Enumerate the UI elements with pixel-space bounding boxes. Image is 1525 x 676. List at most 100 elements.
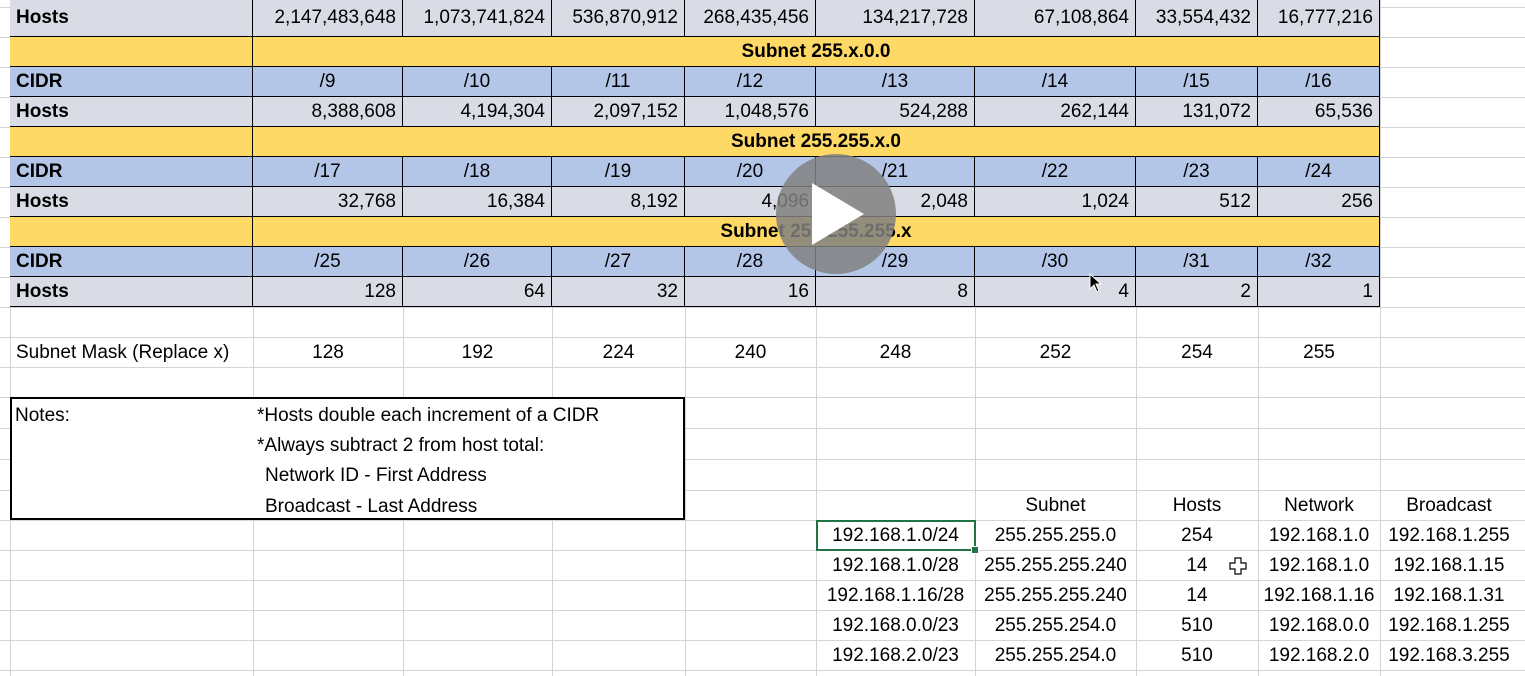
hosts-cell[interactable]: 4 bbox=[975, 277, 1136, 307]
hosts-cell[interactable]: 512 bbox=[1136, 187, 1258, 217]
fill-handle[interactable] bbox=[971, 546, 979, 554]
example-cell[interactable]: 192.168.0.0 bbox=[1268, 614, 1370, 636]
subnet-banner[interactable]: Subnet 255.x.0.0 bbox=[253, 37, 1380, 67]
example-cell[interactable]: 192.168.2.0/23 bbox=[832, 644, 959, 666]
example-cell[interactable]: 192.168.2.0 bbox=[1268, 644, 1370, 666]
example-cell[interactable]: 255.255.255.0 bbox=[994, 524, 1117, 546]
example-header[interactable]: Subnet bbox=[1025, 494, 1086, 516]
example-cell[interactable]: 192.168.3.255 bbox=[1388, 644, 1510, 666]
hosts-cell[interactable]: 2,097,152 bbox=[552, 97, 685, 127]
cidr-cell[interactable]: /15 bbox=[1136, 67, 1258, 97]
cidr-cell[interactable]: /31 bbox=[1136, 247, 1258, 277]
cidr-cell[interactable]: /9 bbox=[253, 67, 403, 97]
row-label-cidr[interactable]: CIDR bbox=[10, 247, 253, 277]
subnet-banner-blank[interactable] bbox=[10, 127, 253, 157]
example-header[interactable]: Broadcast bbox=[1406, 494, 1492, 516]
hosts-cell[interactable]: 16,384 bbox=[403, 187, 552, 217]
example-cell[interactable]: 255.255.254.0 bbox=[994, 614, 1117, 636]
hosts-cell[interactable]: 128 bbox=[253, 277, 403, 307]
example-cell[interactable]: 192.168.1.255 bbox=[1388, 614, 1510, 636]
example-cell[interactable]: 192.168.1.15 bbox=[1393, 554, 1505, 576]
example-cell[interactable]: 192.168.1.0/24 bbox=[832, 524, 959, 546]
example-cell[interactable]: 14 bbox=[1186, 554, 1208, 576]
example-cell[interactable]: 510 bbox=[1181, 644, 1213, 666]
hosts-cell[interactable]: 67,108,864 bbox=[975, 0, 1136, 37]
subnet-mask-value[interactable]: 192 bbox=[461, 341, 494, 363]
subnet-mask-value[interactable]: 248 bbox=[879, 341, 912, 363]
hosts-cell[interactable]: 1,073,741,824 bbox=[403, 0, 552, 37]
subnet-mask-value[interactable]: 255 bbox=[1303, 341, 1335, 363]
example-cell[interactable]: 192.168.1.255 bbox=[1388, 524, 1510, 546]
cidr-cell[interactable]: /26 bbox=[403, 247, 552, 277]
play-button[interactable] bbox=[776, 154, 896, 274]
subnet-mask-value[interactable]: 254 bbox=[1181, 341, 1213, 363]
row-label-hosts[interactable]: Hosts bbox=[10, 0, 253, 37]
row-label-cidr[interactable]: CIDR bbox=[10, 157, 253, 187]
hosts-cell[interactable]: 8,192 bbox=[552, 187, 685, 217]
hosts-cell[interactable]: 33,554,432 bbox=[1136, 0, 1258, 37]
hosts-cell[interactable]: 536,870,912 bbox=[552, 0, 685, 37]
cidr-cell[interactable]: /19 bbox=[552, 157, 685, 187]
cidr-cell[interactable]: /13 bbox=[816, 67, 975, 97]
example-header[interactable]: Network bbox=[1284, 494, 1354, 516]
subnet-mask-label[interactable]: Subnet Mask (Replace x) bbox=[16, 341, 230, 363]
cidr-cell[interactable]: /22 bbox=[975, 157, 1136, 187]
subnet-banner[interactable]: Subnet 255.255.x.0 bbox=[253, 127, 1380, 157]
hosts-cell[interactable]: 256 bbox=[1258, 187, 1380, 217]
hosts-cell[interactable]: 16 bbox=[685, 277, 816, 307]
row-label-hosts[interactable]: Hosts bbox=[10, 97, 253, 127]
subnet-mask-value[interactable]: 240 bbox=[734, 341, 767, 363]
cidr-cell[interactable]: /25 bbox=[253, 247, 403, 277]
cidr-cell[interactable]: /14 bbox=[975, 67, 1136, 97]
hosts-cell[interactable]: 134,217,728 bbox=[816, 0, 975, 37]
example-header[interactable]: Hosts bbox=[1172, 494, 1222, 516]
example-cell[interactable]: 510 bbox=[1181, 614, 1213, 636]
cidr-cell[interactable]: /12 bbox=[685, 67, 816, 97]
example-cell[interactable]: 255.255.255.240 bbox=[984, 584, 1127, 606]
cidr-cell[interactable]: /32 bbox=[1258, 247, 1380, 277]
cidr-cell[interactable]: /10 bbox=[403, 67, 552, 97]
example-cell[interactable]: 255.255.254.0 bbox=[994, 644, 1117, 666]
cidr-cell[interactable]: /30 bbox=[975, 247, 1136, 277]
subnet-mask-value[interactable]: 252 bbox=[1039, 341, 1072, 363]
hosts-cell[interactable]: 16,777,216 bbox=[1258, 0, 1380, 37]
example-cell[interactable]: 192.168.1.0 bbox=[1268, 524, 1370, 546]
row-label-hosts[interactable]: Hosts bbox=[10, 187, 253, 217]
hosts-cell[interactable]: 8,388,608 bbox=[253, 97, 403, 127]
hosts-cell[interactable]: 2,147,483,648 bbox=[253, 0, 403, 37]
example-cell[interactable]: 254 bbox=[1181, 524, 1213, 546]
hosts-cell[interactable]: 1,048,576 bbox=[685, 97, 816, 127]
cidr-cell[interactable]: /23 bbox=[1136, 157, 1258, 187]
hosts-cell[interactable]: 268,435,456 bbox=[685, 0, 816, 37]
hosts-cell[interactable]: 32,768 bbox=[253, 187, 403, 217]
cidr-cell[interactable]: /27 bbox=[552, 247, 685, 277]
hosts-cell[interactable]: 2 bbox=[1136, 277, 1258, 307]
example-cell[interactable]: 255.255.255.240 bbox=[984, 554, 1127, 576]
cidr-cell[interactable]: /24 bbox=[1258, 157, 1380, 187]
example-cell[interactable]: 192.168.1.0/28 bbox=[832, 554, 959, 576]
subnet-mask-value[interactable]: 128 bbox=[312, 341, 344, 363]
hosts-cell[interactable]: 65,536 bbox=[1258, 97, 1380, 127]
example-cell[interactable]: 192.168.1.16/28 bbox=[826, 584, 965, 606]
example-cell[interactable]: 192.168.1.31 bbox=[1393, 584, 1505, 606]
row-label-hosts[interactable]: Hosts bbox=[10, 277, 253, 307]
example-cell[interactable]: 192.168.1.16 bbox=[1263, 584, 1375, 606]
hosts-cell[interactable]: 1 bbox=[1258, 277, 1380, 307]
example-cell[interactable]: 192.168.1.0 bbox=[1268, 554, 1370, 576]
active-cell-selection[interactable] bbox=[816, 520, 976, 551]
subnet-mask-value[interactable]: 224 bbox=[602, 341, 635, 363]
cidr-cell[interactable]: /11 bbox=[552, 67, 685, 97]
cidr-cell[interactable]: /16 bbox=[1258, 67, 1380, 97]
hosts-cell[interactable]: 524,288 bbox=[816, 97, 975, 127]
subnet-banner-blank[interactable] bbox=[10, 217, 253, 247]
cidr-cell[interactable]: /18 bbox=[403, 157, 552, 187]
example-cell[interactable]: 14 bbox=[1186, 584, 1208, 606]
row-label-cidr[interactable]: CIDR bbox=[10, 67, 253, 97]
subnet-banner-blank[interactable] bbox=[10, 37, 253, 67]
hosts-cell[interactable]: 262,144 bbox=[975, 97, 1136, 127]
hosts-cell[interactable]: 64 bbox=[403, 277, 552, 307]
hosts-cell[interactable]: 32 bbox=[552, 277, 685, 307]
cidr-cell[interactable]: /17 bbox=[253, 157, 403, 187]
example-cell[interactable]: 192.168.0.0/23 bbox=[832, 614, 959, 636]
